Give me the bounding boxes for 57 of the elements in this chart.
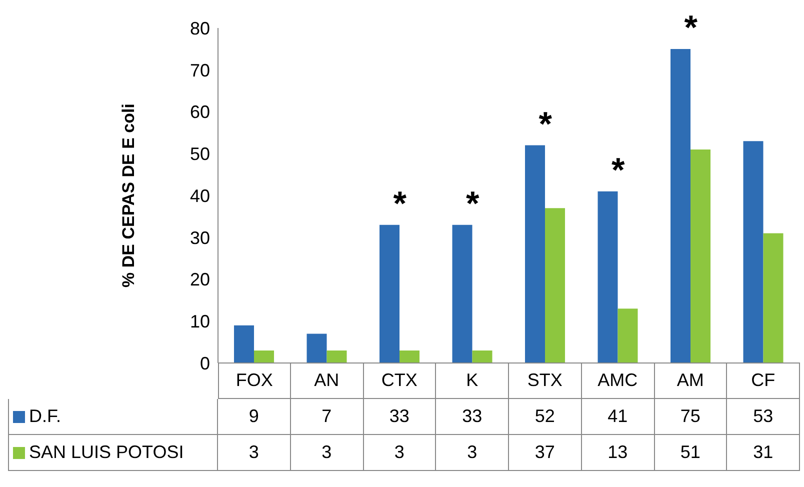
y-tick-label: 20 (190, 270, 210, 290)
data-label: 13 (582, 435, 654, 471)
bar (598, 191, 618, 363)
x-tick-label: CTX (364, 363, 436, 399)
data-label: 52 (509, 399, 582, 435)
bar (763, 233, 784, 363)
data-label: 33 (364, 399, 436, 435)
y-tick-label: 30 (190, 228, 210, 248)
annotation: * (538, 105, 553, 144)
bar (452, 224, 472, 363)
bar (306, 334, 327, 363)
bar (380, 224, 400, 363)
data-label: 37 (509, 435, 582, 471)
x-tick-label: AM (654, 363, 728, 399)
y-tick-label: 10 (190, 312, 210, 332)
bar (234, 325, 254, 363)
data-label: 3 (364, 435, 436, 471)
data-label: 3 (436, 435, 509, 471)
data-label: 3 (290, 435, 364, 471)
bar (326, 350, 347, 363)
annotation: * (684, 9, 698, 48)
data-label: 31 (727, 435, 800, 471)
data-label: 75 (654, 399, 728, 435)
bar (400, 350, 420, 363)
bar (670, 48, 691, 363)
data-label: 33 (436, 399, 509, 435)
data-label: 51 (654, 435, 728, 471)
bar (545, 208, 566, 363)
y-tick-label: 70 (190, 60, 210, 80)
data-label: 41 (582, 399, 654, 435)
x-tick-label: STX (509, 363, 582, 399)
y-axis-title: % DE CEPAS DE E coli (119, 104, 138, 288)
data-label: 7 (290, 399, 364, 435)
y-tick-label: 0 (200, 353, 210, 374)
data-label: 3 (218, 435, 291, 471)
bar (254, 350, 274, 363)
annotation: * (612, 151, 626, 190)
x-tick-label: AMC (582, 363, 654, 399)
legend-label: D.F. (8, 399, 218, 435)
x-tick-label: FOX (218, 363, 291, 399)
bar (690, 149, 711, 363)
y-tick-label: 50 (190, 144, 210, 164)
annotation: * (393, 184, 408, 223)
y-tick-label: 60 (190, 102, 210, 122)
bar (618, 308, 638, 363)
data-label: 53 (727, 399, 800, 435)
x-tick-label: CF (727, 363, 800, 399)
annotation: * (466, 184, 480, 223)
x-tick-label: AN (290, 363, 364, 399)
bar (525, 145, 546, 363)
bar (472, 350, 492, 363)
x-tick-label: K (436, 363, 509, 399)
legend-label: SAN LUIS POTOSI (8, 435, 218, 471)
data-label: 9 (218, 399, 291, 435)
bar (743, 141, 764, 363)
y-tick-label: 40 (190, 186, 210, 206)
y-tick-label: 80 (190, 18, 210, 38)
